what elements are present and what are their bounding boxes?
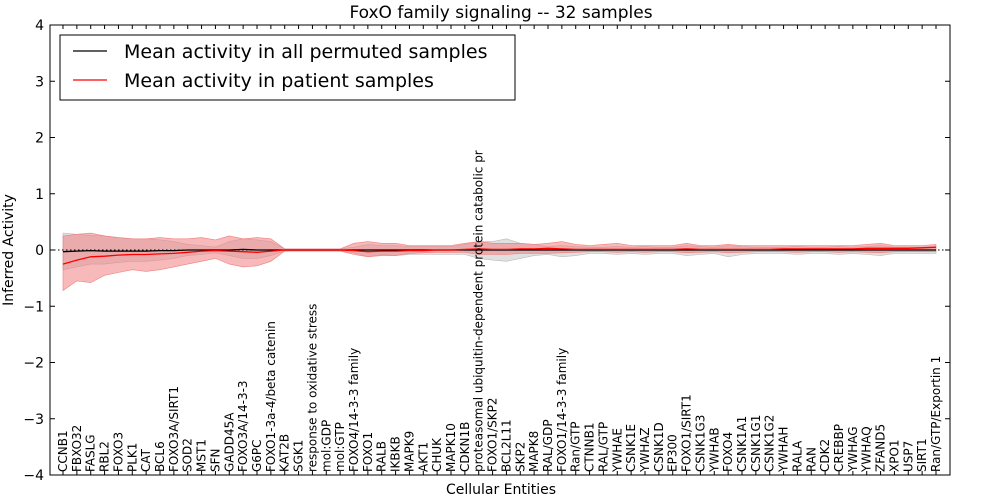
x-category-label: MAPK9: [402, 431, 416, 472]
x-category-label: AKT1: [416, 442, 430, 472]
series-band-1: [62, 232, 937, 292]
x-category-label: Ran/GTP/Exportin 1: [929, 356, 943, 472]
axes: 4 3 2 1 0 −1 −2 −3 −4: [23, 18, 951, 484]
x-category-label: FOXO4: [721, 432, 735, 472]
x-category-label: KAT2B: [278, 434, 292, 472]
legend-box: [59, 34, 516, 101]
x-category-label: SIRT1: [915, 438, 929, 472]
x-category-label: MAPK10: [444, 423, 458, 472]
x-category-label: CDK2: [818, 439, 832, 472]
y-tick-label: 4: [35, 18, 44, 34]
y-tick-label: −2: [23, 356, 44, 372]
x-category-label: PLK1: [125, 443, 139, 472]
x-category-label: FOXO1: [361, 432, 375, 472]
x-category-label: YWHAG: [846, 426, 860, 473]
x-category-label: SFN: [208, 449, 222, 473]
x-category-label: response to oxidative stress: [305, 304, 319, 472]
y-tick-label: −4: [23, 468, 44, 484]
x-category-label: FOXO1/SKP2: [486, 397, 500, 472]
x-category-label: FOXO4/14-3-3 family: [347, 348, 361, 472]
x-category-label: FASLG: [84, 434, 98, 472]
x-category-label: CSNK1A1: [735, 416, 749, 472]
chart-title: FoxO family signaling -- 32 samples: [349, 3, 652, 23]
y-tick-label: −3: [23, 412, 44, 428]
x-category-label: FOXO1-3a-4/beta catenin: [264, 321, 278, 472]
y-tick-label: 0: [35, 243, 44, 259]
x-category-label: G6PC: [250, 439, 264, 472]
x-category-label: CREBBP: [832, 424, 846, 472]
x-category-label: mol:GDP: [319, 420, 333, 472]
x-category-label: CSNK1G2: [763, 415, 777, 472]
x-category-label: mol:GTP: [333, 422, 347, 472]
x-category-label: FOXO1/14-3-3 family: [555, 348, 569, 472]
x-category-label: CSNK1E: [624, 424, 638, 472]
x-category-label: EP300: [666, 434, 680, 472]
x-category-label: GADD45A: [222, 412, 236, 472]
x-category-label: FOXO3A/SIRT1: [167, 386, 181, 472]
x-category-label: RAL/GDP: [541, 419, 555, 472]
x-category-label: SOD2: [181, 438, 195, 472]
x-category-label: YWHAQ: [860, 426, 874, 473]
x-category-label: proteasomal ubiquitin-dependent protein …: [472, 150, 486, 472]
y-tick-label: −1: [23, 299, 44, 315]
x-category-label: CSNK1G3: [693, 415, 707, 472]
x-category-label: FOXO1/SIRT1: [680, 394, 694, 472]
x-category-label: CSNK1D: [652, 422, 666, 472]
x-category-label: YWHAB: [707, 427, 721, 473]
x-axis-label: Cellular Entities: [446, 482, 556, 498]
x-category-label: RALA: [790, 440, 804, 472]
x-category-label: CTNNB1: [583, 422, 597, 472]
x-category-label: RAN: [804, 447, 818, 472]
x-category-label: FBXO32: [70, 425, 84, 472]
y-axis-label: Inferred Activity: [1, 194, 17, 306]
y-tick-label: 3: [35, 74, 44, 90]
x-category-label: FOXO3: [111, 432, 125, 472]
x-category-label: RAL/GTP: [596, 422, 610, 472]
legend-label-patient: Mean activity in patient samples: [124, 70, 434, 92]
x-category-label: BCL6: [153, 441, 167, 472]
x-category-label: YWHAZ: [638, 427, 652, 473]
x-category-label: RALB: [375, 441, 389, 472]
series-line-1: [62, 246, 937, 265]
x-category-label: FOXO3A/14-3-3: [236, 380, 250, 472]
x-category-label: YWHAH: [777, 427, 791, 473]
x-category-label: YWHAE: [610, 428, 624, 473]
x-category-label: XPO1: [887, 439, 901, 472]
plot-area: [50, 232, 950, 292]
x-category-label: RBL2: [98, 441, 112, 472]
x-category-label: CCNB1: [56, 430, 70, 472]
x-category-label: CSNK1G1: [749, 415, 763, 472]
x-category-label: SGK1: [292, 440, 306, 472]
x-category-label: CAT: [139, 448, 153, 472]
x-category-label: SKP2: [513, 442, 527, 472]
legend: Mean activity in all permuted samples Me…: [59, 34, 516, 101]
x-category-label: CHUK: [430, 437, 444, 472]
x-category-label: IKBKB: [389, 436, 403, 472]
y-tick-label: 2: [35, 131, 44, 147]
x-category-label: CDKN1B: [458, 422, 472, 472]
y-tick-label: 1: [35, 187, 44, 203]
x-category-label: Ran/GTP: [569, 421, 583, 472]
x-category-label: ZFAND5: [874, 424, 888, 472]
category-labels: CCNB1 FBXO32 FASLG RBL2 FOXO3 PLK1 CAT BCL6 FOXO…: [56, 150, 943, 473]
x-category-label: MST1: [195, 439, 209, 472]
x-category-label: MAPK8: [527, 431, 541, 472]
legend-label-permuted: Mean activity in all permuted samples: [124, 41, 487, 63]
x-category-label: BCL2L11: [499, 419, 513, 472]
x-category-label: USP7: [901, 441, 915, 472]
